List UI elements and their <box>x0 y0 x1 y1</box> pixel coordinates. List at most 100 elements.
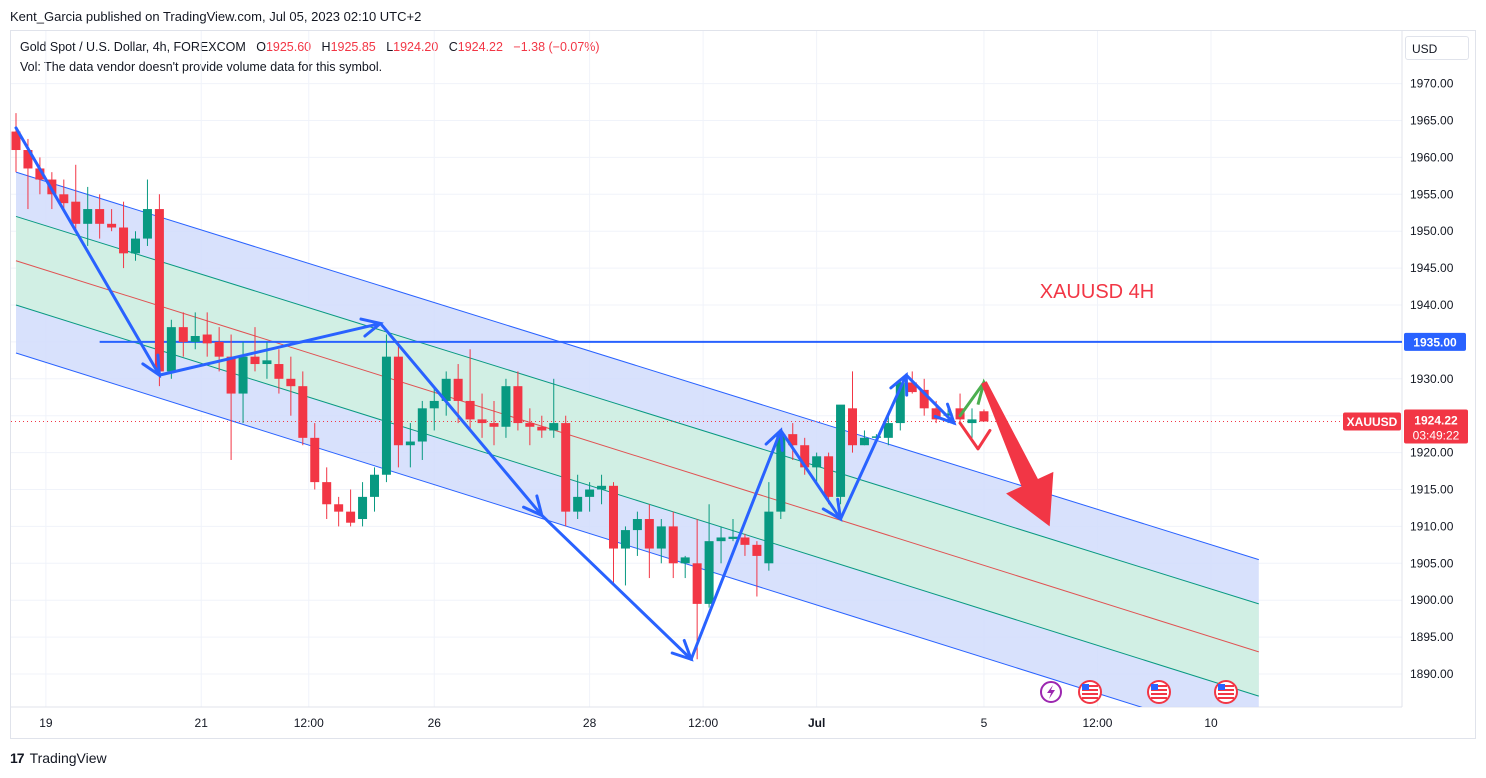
price-axis[interactable]: 1970.00 1965.00 1960.00 1955.00 1950.00 1945.… <box>1410 77 1454 681</box>
candle <box>620 526 630 586</box>
candle <box>692 519 702 660</box>
bolt-shape <box>1047 685 1055 699</box>
candle <box>800 437 810 475</box>
flag-stripe <box>1218 685 1234 687</box>
candle <box>716 526 726 564</box>
price-tick-label: 1920.00 <box>1410 446 1454 460</box>
candle <box>286 356 296 416</box>
tradingview-logo-icon: 17 <box>10 750 25 766</box>
candle-body <box>680 557 690 564</box>
candle <box>609 482 618 586</box>
candle-body <box>441 378 451 401</box>
candle <box>728 519 738 542</box>
candle-body <box>609 485 618 549</box>
candle-body <box>417 408 427 442</box>
price-tick-label: 1940.00 <box>1410 298 1454 312</box>
candle-body <box>812 456 822 468</box>
time-tick-label: 21 <box>195 716 209 730</box>
candle-body <box>620 530 630 549</box>
candle <box>131 231 140 261</box>
candle-body <box>405 441 415 446</box>
candle <box>967 408 977 438</box>
candle <box>465 349 475 431</box>
candle-body <box>178 327 188 342</box>
candle-body <box>800 445 810 468</box>
zigzag-arrowhead <box>764 427 784 452</box>
candle <box>310 423 320 490</box>
candle-body <box>166 327 176 372</box>
candle-body <box>692 563 702 604</box>
candle <box>71 164 81 232</box>
candle-body <box>238 356 248 394</box>
candle <box>812 452 822 483</box>
candle <box>764 482 774 571</box>
candle <box>107 209 117 232</box>
drawings <box>14 126 1054 662</box>
candle <box>35 157 45 195</box>
candle <box>668 511 678 579</box>
candle <box>322 467 332 520</box>
footer-brand[interactable]: 17 TradingView <box>10 750 107 766</box>
candle <box>597 474 607 505</box>
candle-body <box>95 209 105 224</box>
level-price-text: 1935.00 <box>1413 335 1457 349</box>
flag-stripe <box>1082 685 1098 687</box>
candle-body <box>704 541 714 604</box>
candle-body <box>322 482 332 505</box>
channel-inner-upper-line <box>15 215 1259 605</box>
candle <box>824 452 834 505</box>
candle <box>250 327 260 372</box>
candle-body <box>776 434 786 512</box>
candle-body <box>967 419 977 424</box>
time-tick-label: 26 <box>428 716 442 730</box>
flag-canton <box>1151 684 1158 690</box>
price-tick-label: 1890.00 <box>1410 667 1454 681</box>
regression-channel <box>15 171 1259 707</box>
candle-body <box>226 356 236 394</box>
candle <box>370 467 379 512</box>
high-value: 1925.85 <box>330 40 376 54</box>
event-icons[interactable] <box>1040 680 1238 704</box>
currency-selector[interactable]: USD <box>1405 36 1469 60</box>
candle-body <box>656 526 666 549</box>
candle <box>740 533 750 556</box>
candle <box>585 482 595 512</box>
candle-body <box>644 519 654 549</box>
candle-body <box>310 437 320 483</box>
candle-body <box>931 408 941 420</box>
candle-body <box>190 335 200 342</box>
ohlc-legend: Gold Spot / U.S. Dollar, 4h, FOREXCOM O1… <box>20 40 600 54</box>
flag-stripe <box>1082 693 1098 695</box>
candle <box>429 386 439 431</box>
flag-stripe <box>1151 689 1167 691</box>
candle-body <box>35 168 45 180</box>
candle-body <box>154 209 164 372</box>
bearish-target-arrow <box>981 381 1054 527</box>
symbol-description[interactable]: Gold Spot / U.S. Dollar, 4h, FOREXCOM <box>20 40 246 54</box>
candle-body <box>859 437 869 446</box>
chart-frame <box>10 30 1476 739</box>
candle <box>955 393 965 424</box>
candles <box>11 113 989 660</box>
time-axis[interactable]: 19 21 12:00 26 28 12:00 Jul 5 12:00 10 <box>39 716 1218 730</box>
candle <box>214 327 224 372</box>
candle <box>202 312 212 357</box>
zigzag-arrowhead <box>889 371 909 397</box>
candle-body <box>286 378 296 387</box>
candle <box>453 364 463 424</box>
candle-body <box>262 360 272 365</box>
chart-title: XAUUSD 4H <box>1040 281 1154 303</box>
close-value: 1924.22 <box>457 40 503 54</box>
candle <box>381 334 391 483</box>
candle-body <box>59 194 69 204</box>
candle-body <box>537 426 547 431</box>
candle-body <box>788 434 798 446</box>
price-tick-label: 1965.00 <box>1410 114 1454 128</box>
candle-body <box>358 496 368 520</box>
candle-body <box>848 408 857 446</box>
candle <box>298 371 308 446</box>
time-tick-label: 12:00 <box>294 716 324 730</box>
low-label: L <box>386 40 394 54</box>
